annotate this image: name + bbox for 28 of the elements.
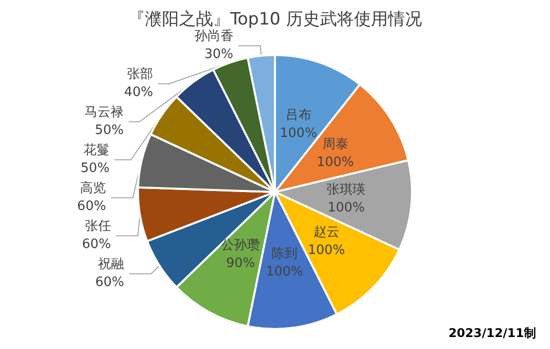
slice-label: 张任 [84,219,111,234]
slice-label: 花鬘 [84,143,110,158]
chart-title: 『濮阳之战』Top10 历史武将使用情况 [128,10,422,30]
text: 2023/12/11制 [448,326,536,340]
slice-label: 公孙瓒 [221,238,260,254]
data-label: 30% [204,47,234,62]
slice-label: 陈到 [272,246,298,262]
data-label: 90% [226,256,256,272]
data-label: 60% [77,199,106,214]
slice-label: 赵云 [313,225,340,240]
slice-label: 祝融 [98,257,124,272]
data-label: 60% [82,237,111,252]
data-label: 60% [95,275,124,290]
slice-label: 马云禄 [84,105,124,120]
data-label: 100% [328,200,365,216]
slice-label: 张部 [127,67,154,82]
data-label: 50% [80,161,110,176]
slice-label: 高览 [80,180,106,196]
data-label: 100% [308,243,345,258]
data-label: 100% [316,155,354,170]
slice-label: 周泰 [322,137,348,152]
slice-label: 孙尚香 [194,29,234,44]
data-label: 100% [266,264,304,280]
slice-label: 吕布 [285,108,312,123]
slice-label: 张琪瑛 [326,182,366,198]
data-label: 40% [124,85,154,100]
data-label: 50% [94,123,124,138]
data-label: 100% [280,126,318,141]
